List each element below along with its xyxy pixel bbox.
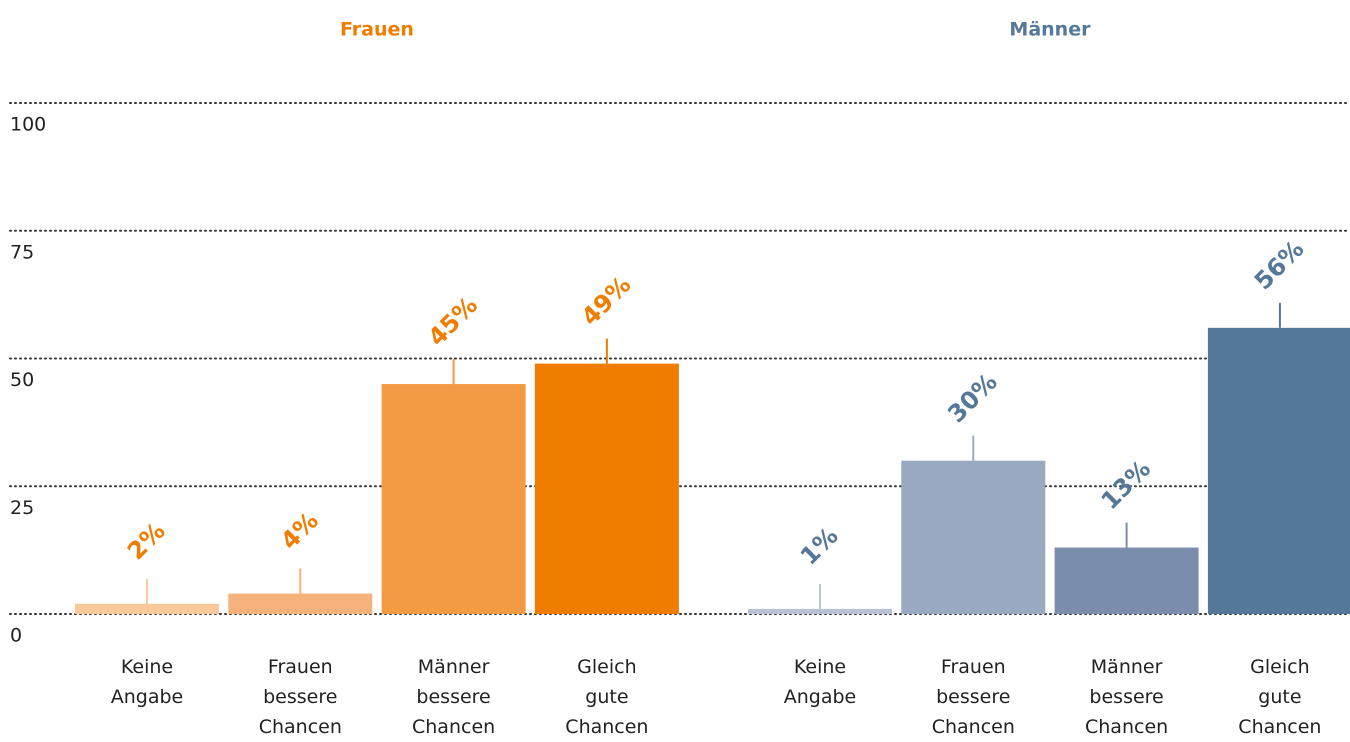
x-tick-label: Keine Angabe [110, 656, 184, 708]
value-label: 4% [275, 507, 324, 556]
y-tick-label: 100 [10, 114, 46, 136]
bar [1054, 547, 1199, 614]
value-label: 56% [1249, 235, 1309, 295]
x-tick-label: Männer bessere Chancen [1085, 656, 1169, 738]
x-tick-label: Keine Angabe [783, 656, 857, 708]
y-tick-label: 0 [10, 625, 22, 647]
value-label: 49% [576, 271, 636, 331]
bar [901, 460, 1046, 614]
value-label: 13% [1096, 455, 1156, 515]
bar [381, 384, 526, 614]
value-label: 1% [795, 522, 844, 571]
bar [1207, 327, 1350, 614]
bar [748, 608, 892, 614]
group-title: Frauen [340, 19, 414, 41]
group-title: Männer [1009, 19, 1091, 41]
x-tick-label: Gleich gute Chancen [565, 656, 649, 738]
value-label: 2% [122, 517, 171, 566]
x-tick-label: Gleich gute Chancen [1238, 656, 1322, 738]
x-tick-label: Frauen bessere Chancen [258, 656, 342, 738]
y-tick-label: 75 [10, 241, 34, 263]
bar [228, 593, 373, 614]
value-label: 45% [423, 291, 483, 351]
x-tick-label: Frauen bessere Chancen [931, 656, 1015, 738]
x-tick-label: Männer bessere Chancen [412, 656, 496, 738]
y-tick-label: 50 [10, 369, 34, 391]
y-tick-label: 25 [10, 497, 34, 519]
bar [534, 363, 679, 614]
value-label: 30% [942, 368, 1002, 428]
bar [75, 603, 219, 614]
